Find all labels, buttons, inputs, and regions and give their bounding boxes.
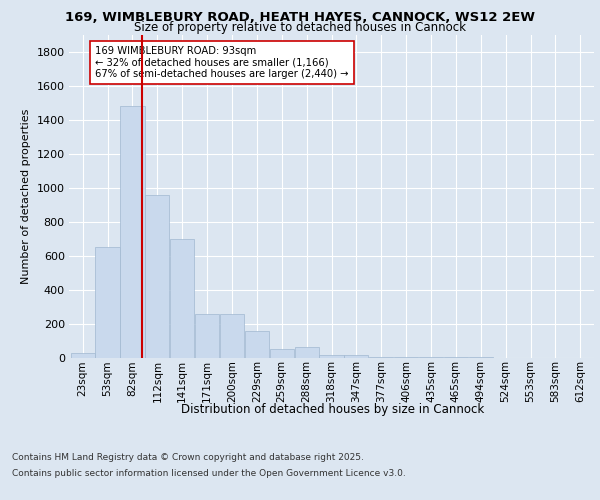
Bar	[71, 354, 95, 358]
Bar	[95, 247, 119, 358]
Y-axis label: Number of detached properties: Number of detached properties	[21, 108, 31, 284]
Bar	[269, 349, 294, 358]
Bar	[195, 314, 219, 358]
Text: 169, WIMBLEBURY ROAD, HEATH HAYES, CANNOCK, WS12 2EW: 169, WIMBLEBURY ROAD, HEATH HAYES, CANNO…	[65, 11, 535, 24]
Bar	[121, 106, 145, 358]
Bar	[319, 355, 344, 358]
Bar	[245, 331, 269, 357]
Bar	[145, 194, 169, 358]
Text: 169 WIMBLEBURY ROAD: 93sqm
← 32% of detached houses are smaller (1,166)
67% of s: 169 WIMBLEBURY ROAD: 93sqm ← 32% of deta…	[95, 46, 349, 80]
Bar	[220, 314, 244, 358]
Text: Contains HM Land Registry data © Crown copyright and database right 2025.: Contains HM Land Registry data © Crown c…	[12, 454, 364, 462]
Bar	[344, 355, 368, 358]
Bar	[369, 356, 394, 358]
Text: Distribution of detached houses by size in Cannock: Distribution of detached houses by size …	[181, 402, 485, 415]
Bar	[170, 238, 194, 358]
Bar	[295, 348, 319, 358]
Text: Size of property relative to detached houses in Cannock: Size of property relative to detached ho…	[134, 22, 466, 35]
Text: Contains public sector information licensed under the Open Government Licence v3: Contains public sector information licen…	[12, 468, 406, 477]
